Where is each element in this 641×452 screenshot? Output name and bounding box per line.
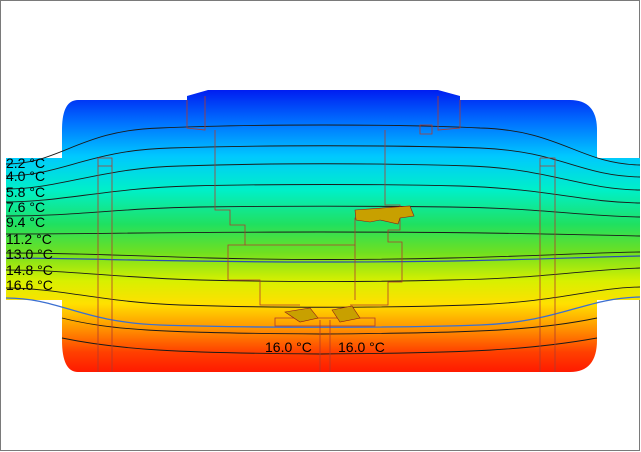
isotherm-4-0 (5, 145, 641, 178)
isotherm-label-16-6: 16.6 °C (6, 277, 53, 293)
component-outline (97, 96, 556, 372)
isotherm-14-8 (5, 267, 641, 282)
isotherm-label-4-0: 4.0 °C (6, 168, 45, 184)
isotherm-label-11-2: 11.2 °C (6, 231, 52, 247)
isotherm-7-6 (5, 184, 641, 204)
isotherm-13-0 (5, 251, 641, 260)
temperature-field (6, 90, 640, 372)
isotherm-label-5-8: 5.8 °C (6, 184, 45, 200)
isotherm-label-7-6: 7.6 °C (6, 199, 45, 215)
isotherm-label-13-0: 13.0 °C (6, 246, 53, 262)
point-label-right: 16.0 °C (338, 339, 385, 355)
isotherm-label-2-2: 2.2 °C (6, 155, 45, 171)
isotherm-13-blue (5, 255, 641, 263)
isotherm-label-14-8: 14.8 °C (6, 262, 53, 278)
isotherm-label-9-4: 9.4 °C (6, 214, 45, 230)
point-label-left: 16.0 °C (265, 339, 312, 355)
isotherm-2-2 (5, 124, 641, 166)
isotherm-labels: 2.2 °C 4.0 °C 5.8 °C 7.6 °C 9.4 °C 11.2 … (6, 155, 53, 293)
hardware-detail (284, 205, 415, 323)
isotherm-9-4 (5, 205, 641, 218)
isotherm-16-6 (5, 286, 641, 308)
isotherm-16-0 (5, 296, 641, 328)
isotherm-11-2 (5, 231, 641, 237)
